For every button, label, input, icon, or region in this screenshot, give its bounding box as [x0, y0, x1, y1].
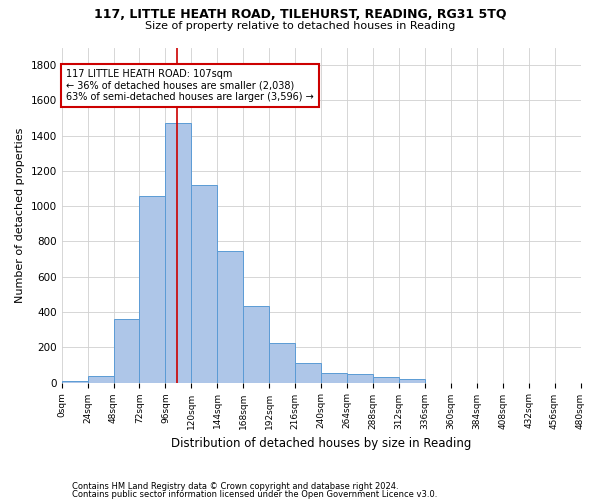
- Bar: [139, 196, 166, 382]
- Bar: [269, 343, 295, 382]
- Bar: [166, 124, 191, 382]
- Text: Contains HM Land Registry data © Crown copyright and database right 2024.: Contains HM Land Registry data © Crown c…: [72, 482, 398, 491]
- Bar: [217, 251, 243, 382]
- Bar: [399, 379, 425, 382]
- Text: Size of property relative to detached houses in Reading: Size of property relative to detached ho…: [145, 21, 455, 31]
- Bar: [347, 374, 373, 382]
- Text: 117, LITTLE HEATH ROAD, TILEHURST, READING, RG31 5TQ: 117, LITTLE HEATH ROAD, TILEHURST, READI…: [94, 8, 506, 20]
- Bar: [295, 363, 321, 382]
- Bar: [191, 185, 217, 382]
- Bar: [243, 306, 269, 382]
- Bar: [321, 373, 347, 382]
- Bar: [373, 378, 399, 382]
- Text: 117 LITTLE HEATH ROAD: 107sqm
← 36% of detached houses are smaller (2,038)
63% o: 117 LITTLE HEATH ROAD: 107sqm ← 36% of d…: [66, 68, 314, 102]
- X-axis label: Distribution of detached houses by size in Reading: Distribution of detached houses by size …: [171, 437, 471, 450]
- Bar: [113, 319, 139, 382]
- Text: Contains public sector information licensed under the Open Government Licence v3: Contains public sector information licen…: [72, 490, 437, 499]
- Bar: [88, 376, 113, 382]
- Y-axis label: Number of detached properties: Number of detached properties: [15, 128, 25, 302]
- Bar: [62, 381, 88, 382]
